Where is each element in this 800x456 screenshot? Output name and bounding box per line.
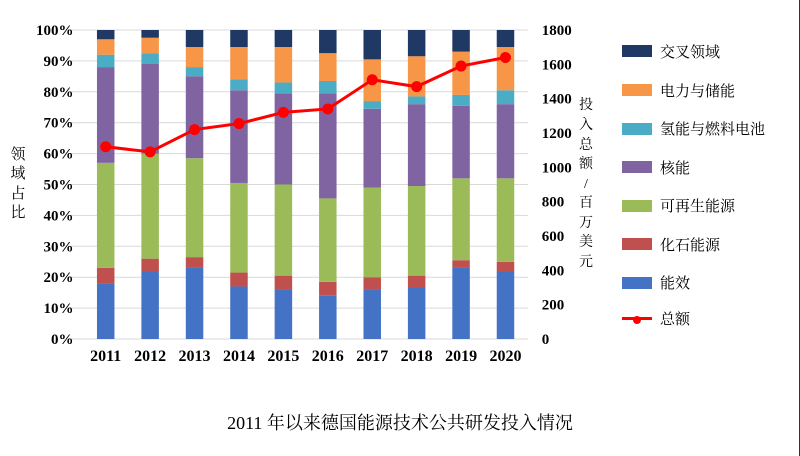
svg-text:1400: 1400 [542, 92, 572, 108]
svg-text:40%: 40% [44, 208, 74, 224]
svg-text:1000: 1000 [542, 160, 572, 176]
svg-text:0: 0 [542, 332, 550, 348]
svg-text:1600: 1600 [542, 57, 572, 73]
svg-text:2011: 2011 [90, 348, 121, 365]
svg-text:2014: 2014 [223, 348, 255, 365]
svg-text:200: 200 [542, 298, 565, 314]
svg-text:1800: 1800 [542, 23, 572, 39]
svg-text:50%: 50% [44, 178, 74, 194]
svg-text:400: 400 [542, 263, 565, 279]
svg-text:60%: 60% [44, 147, 74, 163]
svg-text:0%: 0% [51, 332, 74, 348]
svg-text:2018: 2018 [401, 348, 433, 365]
svg-text:80%: 80% [44, 85, 74, 101]
svg-text:100%: 100% [36, 23, 74, 39]
svg-text:2015: 2015 [267, 348, 299, 365]
svg-text:2017: 2017 [356, 348, 388, 365]
svg-text:600: 600 [542, 229, 565, 245]
svg-text:2016: 2016 [312, 348, 344, 365]
svg-text:2019: 2019 [445, 348, 477, 365]
svg-text:1200: 1200 [542, 126, 572, 142]
svg-text:20%: 20% [44, 270, 74, 286]
svg-text:2013: 2013 [179, 348, 211, 365]
svg-text:2020: 2020 [489, 348, 521, 365]
svg-text:70%: 70% [44, 116, 74, 132]
svg-text:800: 800 [542, 195, 565, 211]
svg-text:90%: 90% [44, 54, 74, 70]
svg-text:10%: 10% [44, 301, 74, 317]
svg-text:2012: 2012 [134, 348, 166, 365]
svg-text:30%: 30% [44, 239, 74, 255]
